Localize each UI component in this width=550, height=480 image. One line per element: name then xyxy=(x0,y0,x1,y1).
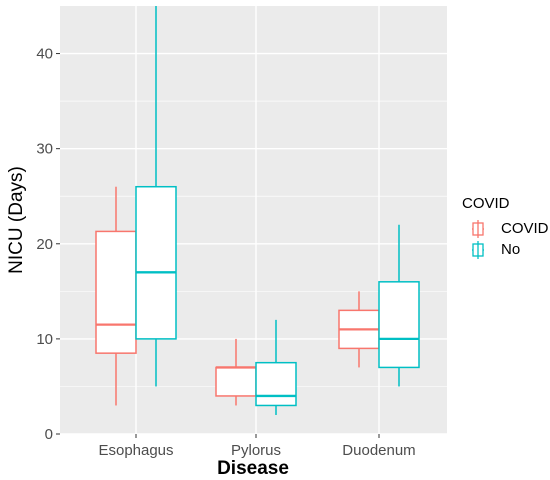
legend-item-covid: COVID xyxy=(472,220,549,238)
x-tick-label: Esophagus xyxy=(98,442,173,459)
y-tick-label: 40 xyxy=(36,46,53,63)
x-tick-label: Pylorus xyxy=(231,442,281,459)
y-tick-label: 30 xyxy=(36,141,53,158)
box-covid-pylorus xyxy=(215,338,257,406)
box-body xyxy=(135,185,177,340)
box-covid-esophagus xyxy=(95,186,137,406)
legend-title: COVID xyxy=(462,195,510,212)
legend-label: No xyxy=(501,241,520,258)
legend-item-no: No xyxy=(472,241,520,259)
y-tick-label: 20 xyxy=(36,236,53,253)
box-covid-duodenum xyxy=(338,291,380,368)
x-axis: Esophagus Pylorus Duodenum xyxy=(98,434,416,459)
y-axis: 0 10 20 30 40 xyxy=(36,46,60,443)
box-body xyxy=(255,361,297,407)
legend-label: COVID xyxy=(501,220,549,237)
box-body xyxy=(215,366,257,397)
box-no-esophagus xyxy=(135,6,177,387)
legend: COVID COVID No xyxy=(462,195,549,259)
y-tick-label: 0 xyxy=(45,426,53,443)
y-tick-label: 10 xyxy=(36,331,53,348)
box-no-pylorus xyxy=(255,319,297,415)
box-body xyxy=(95,230,137,354)
series-no-boxes xyxy=(135,6,420,415)
x-tick-label: Duodenum xyxy=(342,442,415,459)
box-body xyxy=(378,281,420,369)
box-no-duodenum xyxy=(378,224,420,387)
y-axis-title: NICU (Days) xyxy=(6,166,27,274)
series-covid-boxes xyxy=(95,186,380,406)
x-axis-title: Disease xyxy=(217,458,289,479)
box-series xyxy=(95,6,420,415)
